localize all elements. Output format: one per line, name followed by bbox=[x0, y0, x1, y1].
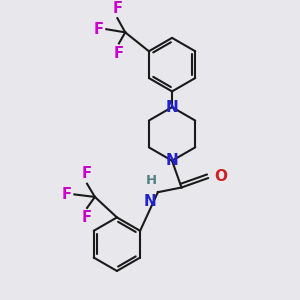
Text: O: O bbox=[214, 169, 227, 184]
Text: N: N bbox=[144, 194, 157, 209]
Text: N: N bbox=[166, 100, 178, 115]
Text: F: F bbox=[82, 166, 92, 181]
Text: F: F bbox=[114, 46, 124, 61]
Text: F: F bbox=[112, 1, 122, 16]
Text: H: H bbox=[146, 173, 157, 187]
Text: F: F bbox=[61, 187, 71, 202]
Text: F: F bbox=[93, 22, 103, 37]
Text: N: N bbox=[166, 153, 178, 168]
Text: F: F bbox=[82, 211, 92, 226]
